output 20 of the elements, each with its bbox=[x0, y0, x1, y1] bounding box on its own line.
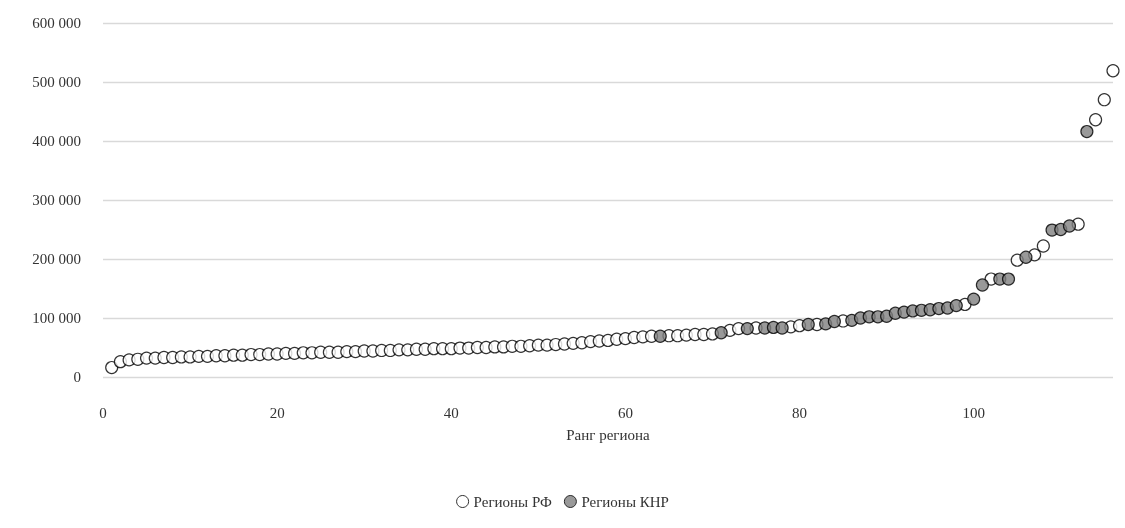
x-axis-title: Ранг региона bbox=[566, 426, 651, 443]
x-tick-label: 40 bbox=[443, 404, 459, 421]
legend-label: Регионы КНР bbox=[581, 493, 669, 510]
y-tick-label: 300 000 bbox=[32, 192, 81, 208]
y-tick-label: 400 000 bbox=[32, 133, 81, 149]
x-tick-label: 60 bbox=[617, 404, 633, 421]
point bbox=[975, 278, 989, 292]
x-tick-label: 0 bbox=[99, 404, 107, 421]
legend-label: Регионы РФ bbox=[473, 493, 553, 510]
point bbox=[1001, 272, 1016, 286]
y-tick-label: 0 bbox=[73, 369, 81, 385]
x-tick-label: 20 bbox=[269, 404, 285, 421]
x-tick-label: 80 bbox=[792, 404, 808, 421]
point bbox=[967, 292, 981, 306]
y-tick-label: 200 000 bbox=[32, 251, 81, 267]
x-tick-label: 100 bbox=[962, 404, 985, 421]
point bbox=[1080, 124, 1094, 139]
y-tick-label: 600 000 bbox=[32, 15, 81, 31]
y-tick-label: 100 000 bbox=[32, 310, 81, 326]
y-tick-label: 500 000 bbox=[32, 74, 81, 90]
